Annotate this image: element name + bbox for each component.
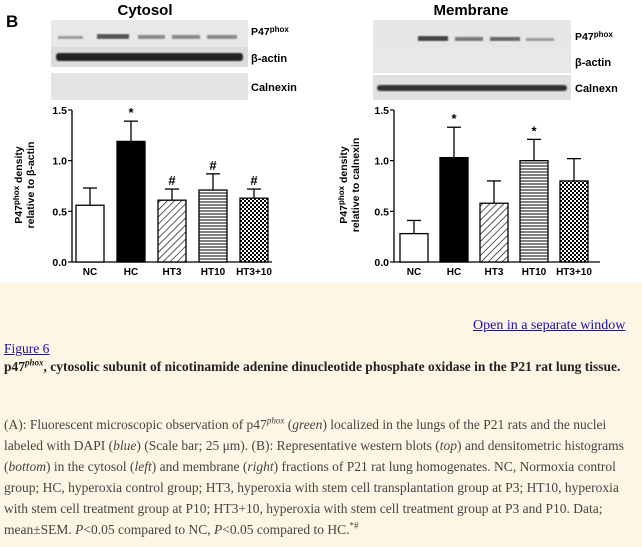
left-blot-p47 [51,20,248,47]
right-blot-label-p47: P47phox [575,30,613,43]
x-tick-label: HT10 [201,267,226,278]
x-tick-label: HC [124,267,138,278]
title-phox: phox [25,357,44,368]
significance-mark: * [531,123,537,138]
left-panel-title: Cytosol [117,2,172,19]
right-ylabel-2: relative to calnexin [350,138,362,233]
panel-letter: B [6,12,18,31]
bar-ht10 [519,160,549,263]
right-blot-actin [373,48,571,73]
right-blot-p47 [373,20,571,48]
left-blot-label-actin: β-actin [251,53,287,65]
right-ylabel-1: P47phox density [337,146,350,224]
left-blots: P47phox β-actin Calnexin [51,20,297,100]
y-tick-label: 0.5 [52,206,67,218]
bar-hc [116,140,146,263]
y-tick-label: 0.5 [374,206,389,218]
significance-mark: # [250,173,258,188]
bar-ht3-10 [239,197,269,263]
significance-mark: * [451,111,457,126]
y-tick-label: 1.0 [52,156,67,168]
right-blot-label-calnexin: Calnexn [575,83,618,95]
left-ylabel-2: relative to β-actin [25,142,37,229]
bar-ht3 [157,199,187,263]
right-blots: P47phox β-actin Calnexn [373,20,618,100]
figure-6-link[interactable]: Figure 6 [4,341,50,356]
y-tick-label: 1.5 [374,105,389,117]
figure-title: p47phox, cytosolic subunit of nicotinami… [4,357,634,377]
bar-hc [439,156,469,263]
title-rest: , cytosolic subunit of nicotinamide aden… [43,359,621,374]
x-tick-label: HC [447,267,461,278]
x-tick-label: HT3 [163,267,182,278]
bar-ht10 [198,189,228,263]
title-p47: p47 [4,359,26,374]
x-tick-label: HT10 [522,267,547,278]
chart-cytosol: 0.0 0.5 1.0 1.5 NC HC * HT3 # HT10 # HT3+10 # [52,105,272,278]
figure-6-image[interactable]: B Cytosol P47phox β-actin Calnexin Membr… [0,0,642,283]
x-tick-label: HT3+10 [556,267,592,278]
bar-ht3 [479,202,509,263]
left-blot-label-calnexin: Calnexin [251,82,297,94]
x-tick-label: NC [83,267,97,278]
bar-nc [75,204,105,263]
right-panel-title: Membrane [433,2,508,19]
significance-mark: # [209,158,217,173]
y-tick-label: 0.0 [52,257,67,269]
y-tick-label: 1.0 [374,156,389,168]
open-separate-window-link[interactable]: Open in a separate window [473,318,626,333]
x-tick-label: HT3 [485,267,504,278]
significance-mark: * [128,105,134,120]
left-blot-label-p47: P47phox [251,25,289,38]
chart-membrane: 0.0 0.5 1.0 1.5 NC HC * HT3 HT10 * HT3+10 [374,105,600,278]
x-tick-label: HT3+10 [236,267,272,278]
figure-svg: B Cytosol P47phox β-actin Calnexin Membr… [6,2,618,278]
x-tick-label: NC [407,267,421,278]
figure-caption: (A): Fluorescent microscopic observation… [4,415,624,537]
y-tick-label: 0.0 [374,257,389,269]
left-blot-calnexin [51,73,248,100]
left-ylabel-1: P47phox density [12,146,25,224]
significance-mark: # [168,173,176,188]
right-blot-label-actin: β-actin [575,57,611,69]
y-tick-label: 1.5 [52,105,67,117]
bar-nc [399,232,429,263]
bar-ht3-10 [559,180,589,263]
